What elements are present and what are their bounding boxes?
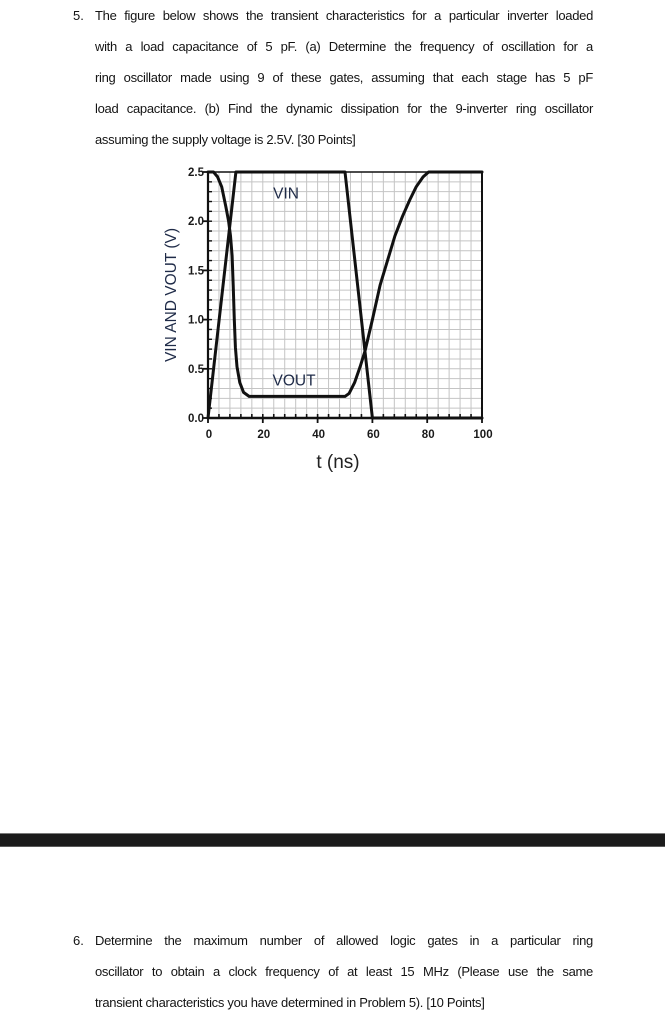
x-tick-label: 60 [367,429,380,441]
y-tick-label: 2.0 [188,216,204,228]
vout-curve-label: VOUT [273,373,317,390]
vin-curve [206,170,484,420]
x-tick-label: 40 [312,429,325,441]
chart-axes [203,171,483,423]
y-tick-label: 1.0 [188,315,204,327]
question-line: load capacitance. (b) Find the dynamic d… [95,101,593,116]
question-line: The figure below shows the transient cha… [95,8,593,23]
x-tick-label: 100 [473,429,492,441]
tick-labels: 0 20 40 60 80 100 0.0 0.5 1.0 1.5 2.0 2.5 [188,167,493,441]
x-axis-label: t (ns) [316,452,359,473]
x-tick-label: 20 [257,429,270,441]
page-divider-bar [0,833,665,847]
y-tick-label: 0.5 [188,364,205,376]
vout-curve [206,170,484,398]
question-line: ring oscillator made using 9 of these ga… [95,70,593,85]
question-line: oscillator to obtain a clock frequency o… [95,964,593,979]
question-text: The figure below shows the transient cha… [95,0,593,155]
question-line: with a load capacitance of 5 pF. (a) Det… [95,39,593,54]
vin-curve-label: VIN [273,186,299,203]
question-line: assuming the supply voltage is 2.5V. [30… [95,132,356,147]
question-number: 6. [73,933,84,948]
y-tick-label: 0.0 [188,413,204,425]
x-tick-label: 80 [422,429,435,441]
question-line: transient characteristics you have deter… [95,995,485,1010]
question-number: 5. [73,8,84,23]
y-tick-label: 1.5 [188,265,205,277]
question-text: Determine the maximum number of allowed … [95,925,593,1018]
chart-grid [207,171,483,419]
y-tick-label: 2.5 [188,167,205,179]
y-axis-label: VIN AND VOUT (V) [163,228,180,362]
transient-characteristics-chart: 0 20 40 60 80 100 0.0 0.5 1.0 1.5 2.0 2.5 VIN AND V… [163,167,493,473]
chart-series [206,170,484,420]
question-line: Determine the maximum number of allowed … [95,933,593,948]
x-tick-label: 0 [206,429,212,441]
